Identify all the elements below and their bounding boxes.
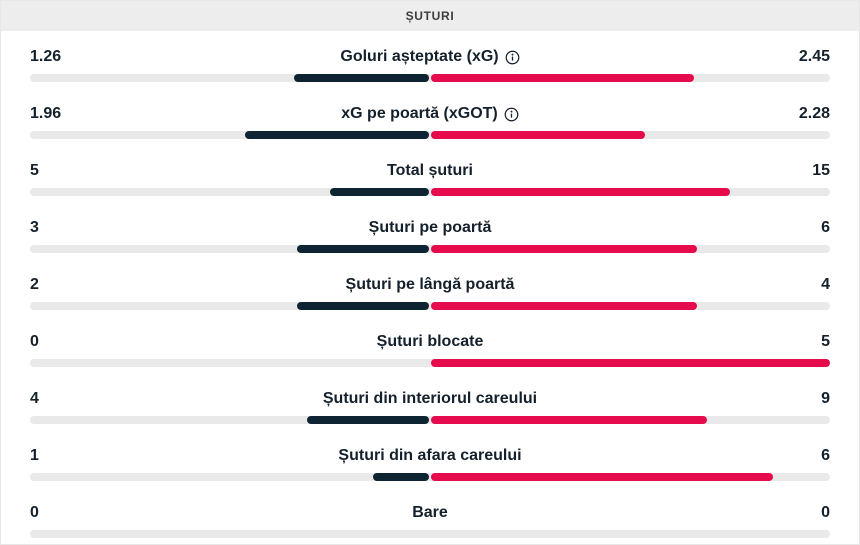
stat-label: Șuturi din afara careului (338, 447, 521, 465)
stat-label-text: xG pe poartă (xGOT) (341, 105, 498, 122)
stat-line: 2 Șuturi pe lângă poartă 4 (30, 274, 830, 296)
away-team-bar (431, 359, 830, 367)
stat-line: 5 Total șuturi 15 (30, 160, 830, 182)
home-team-value: 3 (30, 219, 39, 236)
stat-bar-track (30, 131, 830, 139)
stat-bar-track (30, 530, 830, 538)
stat-label-text: Șuturi din afara careului (338, 447, 522, 464)
stat-label: Bare (412, 504, 448, 522)
stat-line: 4 Șuturi din interiorul careului 9 (30, 388, 830, 410)
away-team-value: 9 (821, 390, 830, 407)
stat-label-text: Total șuturi (387, 162, 473, 179)
stat-label-text: Șuturi pe poartă (368, 219, 492, 236)
home-team-value: 1.96 (30, 105, 62, 122)
away-team-bar (431, 473, 773, 481)
stat-row: 0 Șuturi blocate 5 (30, 316, 830, 373)
home-team-value: 5 (30, 162, 39, 179)
info-circle-icon[interactable] (505, 50, 520, 65)
home-team-value: 0 (30, 504, 39, 521)
stat-label: xG pe poartă (xGOT) (341, 105, 519, 123)
info-circle-icon[interactable] (504, 107, 519, 122)
stat-label-text: Goluri așteptate (xG) (340, 48, 499, 65)
stat-line: 1 Șuturi din afara careului 6 (30, 445, 830, 467)
away-team-bar (431, 188, 730, 196)
stat-label: Șuturi pe lângă poartă (346, 276, 515, 294)
home-team-value: 1.26 (30, 48, 62, 65)
home-team-value: 4 (30, 390, 39, 407)
stat-label-text: Șuturi pe lângă poartă (345, 276, 515, 293)
stat-label: Goluri așteptate (xG) (340, 48, 520, 66)
home-team-bar (294, 74, 429, 82)
home-team-bar (306, 416, 429, 424)
away-team-bar (431, 131, 646, 139)
stat-line: 0 Bare 0 (30, 502, 830, 524)
stat-bar-track (30, 359, 830, 367)
stat-label-text: Bare (412, 504, 448, 521)
home-team-bar (330, 188, 429, 196)
stat-label: Total șuturi (387, 162, 473, 180)
home-team-value: 1 (30, 447, 39, 464)
stat-row: 5 Total șuturi 15 (30, 145, 830, 202)
away-team-bar (431, 74, 695, 82)
stat-label-text: Șuturi blocate (376, 333, 484, 350)
stat-line: 0 Șuturi blocate 5 (30, 331, 830, 353)
stat-row: 1.26 Goluri așteptate (xG) 2.45 (30, 31, 830, 88)
home-team-bar (372, 473, 429, 481)
away-team-value: 6 (821, 219, 830, 236)
home-team-value: 0 (30, 333, 39, 350)
away-team-bar (431, 416, 707, 424)
stat-label: Șuturi blocate (377, 333, 484, 351)
stat-bar-track (30, 302, 830, 310)
away-team-value: 6 (821, 447, 830, 464)
stat-label-text: Șuturi din interiorul careului (322, 390, 538, 407)
away-team-bar (431, 245, 697, 253)
stat-line: 1.96 xG pe poartă (xGOT) 2.28 (30, 103, 830, 125)
stat-label: Șuturi pe poartă (369, 219, 492, 237)
home-team-bar (296, 302, 429, 310)
stat-bar-track (30, 416, 830, 424)
away-team-bar (431, 302, 697, 310)
away-team-value: 4 (821, 276, 830, 293)
away-team-value: 0 (821, 504, 830, 521)
home-team-value: 2 (30, 276, 39, 293)
stat-bar-track (30, 74, 830, 82)
stat-bar-track (30, 188, 830, 196)
stats-list: 1.26 Goluri așteptate (xG) 2.45 1.96 xG … (1, 31, 859, 544)
stat-line: 1.26 Goluri așteptate (xG) 2.45 (30, 46, 830, 68)
away-team-value: 15 (812, 162, 830, 179)
panel-title: ȘUTURI (405, 9, 455, 23)
stat-line: 3 Șuturi pe poartă 6 (30, 217, 830, 239)
stat-label: Șuturi din interiorul careului (323, 390, 537, 408)
stat-row: 3 Șuturi pe poartă 6 (30, 202, 830, 259)
away-team-value: 2.45 (798, 48, 830, 65)
home-team-bar (296, 245, 429, 253)
stat-bar-track (30, 245, 830, 253)
stat-bar-track (30, 473, 830, 481)
stat-row: 1.96 xG pe poartă (xGOT) 2.28 (30, 88, 830, 145)
stat-row: 1 Șuturi din afara careului 6 (30, 430, 830, 487)
stat-row: 4 Șuturi din interiorul careului 9 (30, 373, 830, 430)
away-team-value: 5 (821, 333, 830, 350)
stat-row: 2 Șuturi pe lângă poartă 4 (30, 259, 830, 316)
stat-row: 0 Bare 0 (30, 487, 830, 544)
home-team-bar (245, 131, 429, 139)
panel-header: ȘUTURI (1, 1, 859, 31)
away-team-value: 2.28 (798, 105, 830, 122)
